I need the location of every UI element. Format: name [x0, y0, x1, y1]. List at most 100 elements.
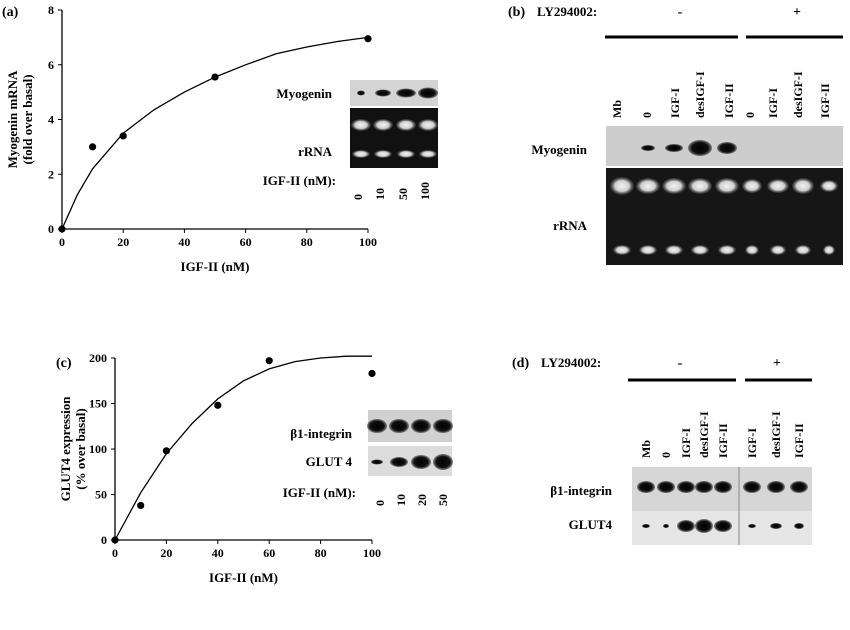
blot-c-integrin-band [367, 419, 387, 433]
chart-a-ylabel: Myogenin mRNA(fold over basal) [5, 70, 35, 168]
blot-d-lane-label: IGF-II [716, 423, 730, 458]
blot-a-rrna-band-18s [374, 150, 392, 158]
blot-d-lane-label: IGF-I [745, 428, 759, 458]
blot-b-label-rrna: rRNA [553, 218, 588, 233]
panel-b-plus: + [793, 5, 801, 20]
blot-a-rrna-band-28s [396, 119, 416, 131]
blot-d-lane-label: IGF-I [679, 428, 693, 458]
blot-d-integrin-band [714, 481, 732, 493]
chart-c-y-tick-label: 0 [101, 533, 107, 547]
blot-d-glut4-band [748, 524, 756, 528]
chart-c-x-tick-label: 20 [160, 546, 172, 560]
chart-a-data-point [89, 143, 97, 151]
blot-c-integrin-band [389, 419, 409, 433]
blot-a-myogenin-band [375, 89, 391, 97]
blot-a-myogenin-band [418, 87, 438, 99]
blot-d-integrin-band [695, 481, 713, 493]
panel-d-minus: - [678, 356, 683, 371]
chart-a-x-tick-label: 20 [117, 235, 129, 249]
blot-d-glut4-band [642, 524, 650, 528]
blot-d-label-glut4: GLUT4 [569, 517, 613, 532]
blot-b-rrna-band-28s [767, 179, 789, 193]
panel-b-minus: - [678, 5, 683, 20]
panel-d-plus: + [773, 356, 781, 371]
chart-a-y-tick-label: 0 [48, 222, 54, 236]
chart-c-ylabel-line: GLUT4 expression [58, 396, 73, 502]
blot-c-lane-label: 10 [394, 494, 408, 506]
chart-a-x-tick-label: 40 [178, 235, 190, 249]
chart-a-data-point [58, 225, 66, 233]
chart-a-data-point [211, 73, 219, 81]
blot-d-lane-label: IGF-II [792, 423, 806, 458]
chart-a-y-tick-label: 4 [48, 113, 54, 127]
chart-c: 0 20 40 60 80 100 0 50 100 150 200 IGF-II (nM) GLUT4… [58, 351, 381, 585]
blot-b-lane-label: IGF-I [766, 88, 780, 118]
panel-a-letter: (a) [2, 5, 19, 20]
blot-c-integrin-band [411, 419, 431, 433]
blot-c-glut4-band [390, 457, 408, 467]
blot-c-glut4-band [433, 454, 453, 470]
panel-c-letter: (c) [56, 356, 72, 371]
blot-b-lane-label: desIGF-I [791, 71, 805, 118]
blot-c-glut4-band [411, 455, 431, 469]
blot-d-integrin-band [677, 481, 695, 493]
blot-b-rrna-band-28s [610, 177, 634, 195]
blot-b-rrna-band-28s [688, 178, 712, 194]
blot-a-rrna-band-18s [397, 150, 415, 158]
blot-b-rrna-band-28s [792, 178, 814, 194]
blot-d [632, 467, 812, 545]
blot-b-rrna-band-18s [691, 245, 709, 255]
chart-a-ylabel-line: Myogenin mRNA [5, 70, 20, 168]
chart-a-x-tick-label: 60 [240, 235, 252, 249]
panel-b-letter: (b) [508, 5, 525, 20]
blot-c [367, 410, 453, 476]
chart-c-y-tick-label: 150 [89, 397, 107, 411]
blot-a-rrna-band-18s [352, 150, 370, 158]
chart-c-data-point [137, 501, 145, 510]
blot-b-lane-label: IGF-I [668, 88, 682, 118]
blot-b-rrna-band-18s [823, 245, 835, 255]
blot-a-label-rrna: rRNA [298, 144, 333, 159]
blot-b [606, 126, 843, 265]
blot-b-lane-label: IGF-II [818, 83, 832, 118]
blot-d-glut4-band [677, 520, 695, 532]
panel-b: (b) LY294002: - + Mb 0 IGF-I desIGF-I IGF-II… [508, 4, 843, 265]
blot-b-rrna-band-18s [745, 245, 759, 255]
blot-b-rrna-band-28s [742, 179, 762, 193]
blot-c-lane-label: 50 [436, 494, 450, 506]
blot-b-lane-label: desIGF-I [693, 71, 707, 118]
blot-d-lane-labels: Mb 0 IGF-I desIGF-I IGF-II IGF-I desIGF-I IGF-I… [639, 411, 806, 458]
blot-a-label-igf: IGF-II (nM): [263, 173, 336, 188]
blot-b-lane-labels: Mb 0 IGF-I desIGF-I IGF-II 0 IGF-I desIGF-I IGF-… [610, 71, 832, 118]
blot-b-rrna-band-18s [639, 245, 657, 255]
blot-b-lane-label: 0 [640, 112, 654, 118]
blot-b-rrna-band-18s [770, 245, 786, 255]
blot-a-rrna-band-28s [418, 119, 438, 131]
blot-b-myogenin-band [688, 140, 712, 156]
chart-c-data-point [111, 536, 119, 544]
blot-b-myogenin-band [641, 145, 655, 151]
chart-c-fit-curve [114, 355, 372, 541]
blot-a-lane-label: 0 [351, 194, 365, 200]
chart-c-x-tick-label: 0 [112, 546, 118, 560]
blot-b-rrna-band-28s [636, 178, 660, 194]
chart-c-data-point [214, 401, 222, 409]
chart-a-data-point [364, 35, 372, 43]
blot-d-integrin-band [743, 481, 761, 493]
blot-a-rrna-band-18s [419, 150, 437, 158]
blot-b-rrna-band-28s [715, 178, 739, 194]
chart-c-ylabel-line: (% over basal) [73, 408, 88, 489]
blot-a-myogenin-band [396, 88, 416, 98]
blot-a-rrna-band-28s [351, 119, 371, 131]
blot-a-rrna-band-28s [373, 119, 393, 131]
blot-b-rrna-band-18s [795, 245, 811, 255]
blot-a-rrna-strip [350, 108, 438, 168]
chart-a-xlabel: IGF-II (nM) [181, 259, 250, 274]
chart-c-x-tick-label: 60 [263, 546, 275, 560]
blot-d-integrin-band [637, 481, 655, 493]
chart-c-x-tick-label: 100 [363, 546, 381, 560]
blot-b-lane-label: IGF-II [722, 83, 736, 118]
blot-c-lane-label: 0 [373, 500, 387, 506]
blot-c-label-igf: IGF-II (nM): [283, 485, 356, 500]
